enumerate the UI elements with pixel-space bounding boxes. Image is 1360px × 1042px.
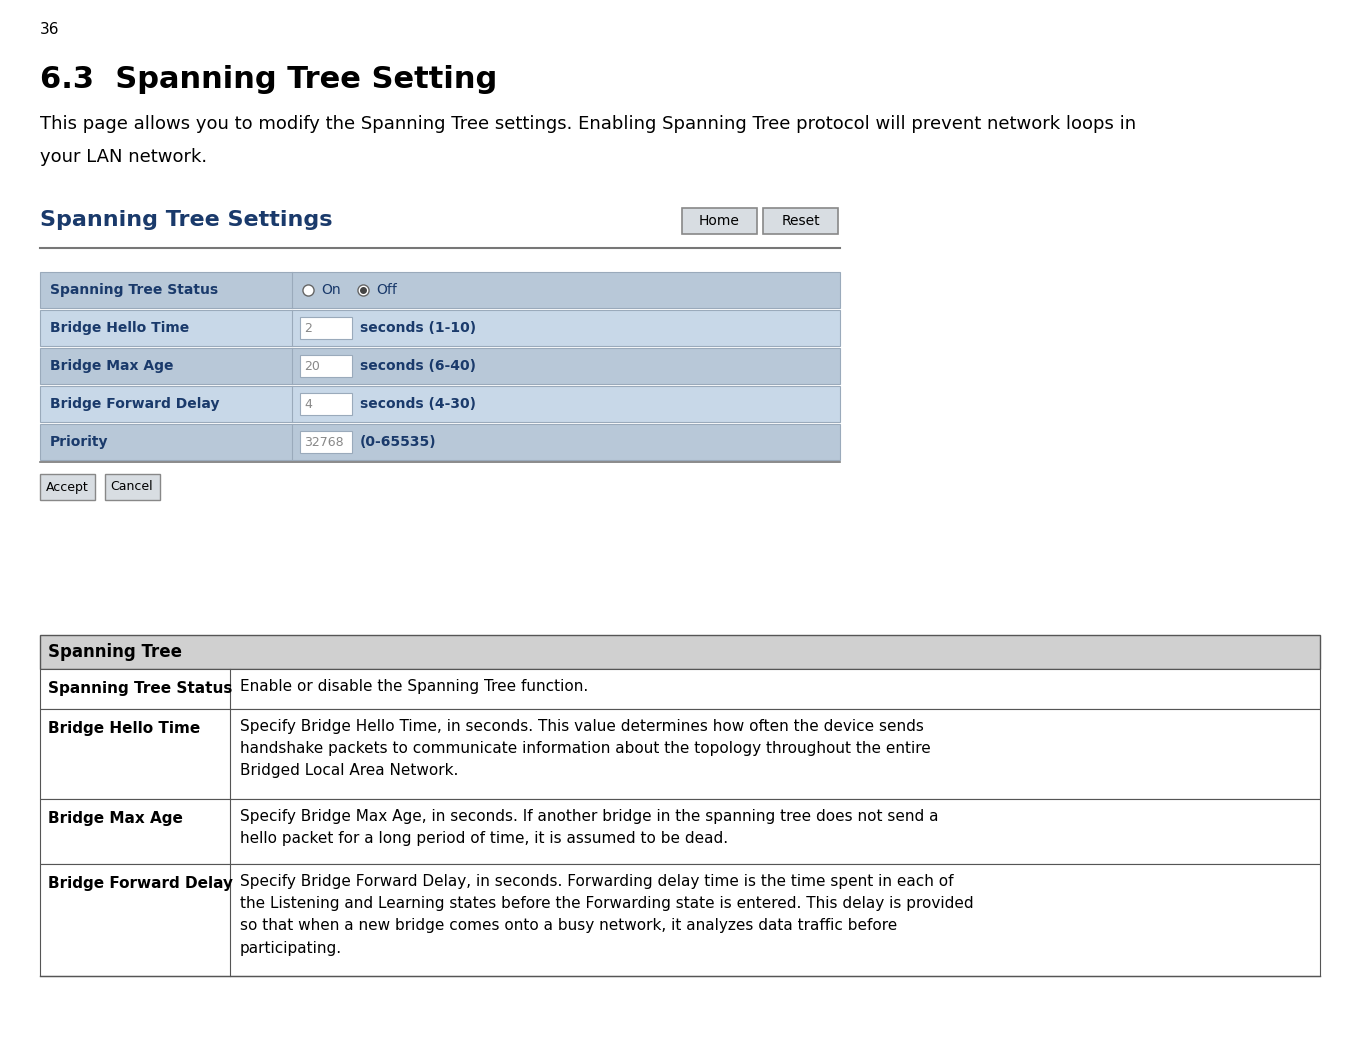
- FancyBboxPatch shape: [763, 208, 838, 234]
- Text: Bridge Hello Time: Bridge Hello Time: [50, 321, 189, 334]
- FancyBboxPatch shape: [39, 272, 840, 308]
- Text: Accept: Accept: [46, 480, 88, 494]
- FancyBboxPatch shape: [301, 431, 352, 453]
- FancyBboxPatch shape: [105, 474, 160, 500]
- FancyBboxPatch shape: [39, 424, 840, 460]
- FancyBboxPatch shape: [301, 355, 352, 377]
- FancyBboxPatch shape: [39, 311, 840, 346]
- Text: (0-65535): (0-65535): [360, 435, 437, 449]
- FancyBboxPatch shape: [39, 709, 1321, 799]
- Text: Spanning Tree: Spanning Tree: [48, 643, 182, 661]
- Text: 20: 20: [305, 359, 320, 372]
- Text: Off: Off: [375, 283, 397, 297]
- FancyBboxPatch shape: [39, 348, 840, 384]
- Text: 2: 2: [305, 322, 311, 334]
- FancyBboxPatch shape: [39, 669, 1321, 709]
- Text: Specify Bridge Forward Delay, in seconds. Forwarding delay time is the time spen: Specify Bridge Forward Delay, in seconds…: [239, 874, 974, 956]
- Text: Specify Bridge Max Age, in seconds. If another bridge in the spanning tree does : Specify Bridge Max Age, in seconds. If a…: [239, 809, 938, 846]
- Text: your LAN network.: your LAN network.: [39, 148, 207, 166]
- Text: Spanning Tree Status: Spanning Tree Status: [48, 681, 233, 696]
- Text: Enable or disable the Spanning Tree function.: Enable or disable the Spanning Tree func…: [239, 679, 589, 694]
- Text: 4: 4: [305, 397, 311, 411]
- Text: This page allows you to modify the Spanning Tree settings. Enabling Spanning Tre: This page allows you to modify the Spann…: [39, 115, 1136, 133]
- Text: Reset: Reset: [781, 214, 820, 228]
- FancyBboxPatch shape: [681, 208, 758, 234]
- Text: Spanning Tree Status: Spanning Tree Status: [50, 283, 218, 297]
- Text: Spanning Tree Settings: Spanning Tree Settings: [39, 210, 332, 230]
- FancyBboxPatch shape: [301, 393, 352, 415]
- Text: Bridge Forward Delay: Bridge Forward Delay: [50, 397, 219, 411]
- FancyBboxPatch shape: [39, 635, 1321, 669]
- Text: seconds (6-40): seconds (6-40): [360, 359, 476, 373]
- FancyBboxPatch shape: [39, 864, 1321, 976]
- Text: seconds (1-10): seconds (1-10): [360, 321, 476, 334]
- Text: On: On: [321, 283, 340, 297]
- FancyBboxPatch shape: [39, 474, 95, 500]
- Text: Specify Bridge Hello Time, in seconds. This value determines how often the devic: Specify Bridge Hello Time, in seconds. T…: [239, 719, 930, 778]
- Text: 32768: 32768: [305, 436, 344, 448]
- Text: Cancel: Cancel: [110, 480, 154, 494]
- Text: Bridge Max Age: Bridge Max Age: [50, 359, 174, 373]
- Text: Bridge Forward Delay: Bridge Forward Delay: [48, 876, 233, 891]
- Text: Home: Home: [699, 214, 740, 228]
- Text: seconds (4-30): seconds (4-30): [360, 397, 476, 411]
- Text: Bridge Max Age: Bridge Max Age: [48, 811, 182, 826]
- Text: Priority: Priority: [50, 435, 109, 449]
- Text: Bridge Hello Time: Bridge Hello Time: [48, 721, 200, 736]
- FancyBboxPatch shape: [39, 799, 1321, 864]
- Text: 6.3  Spanning Tree Setting: 6.3 Spanning Tree Setting: [39, 65, 498, 94]
- FancyBboxPatch shape: [301, 317, 352, 339]
- FancyBboxPatch shape: [39, 386, 840, 422]
- Text: 36: 36: [39, 22, 60, 38]
